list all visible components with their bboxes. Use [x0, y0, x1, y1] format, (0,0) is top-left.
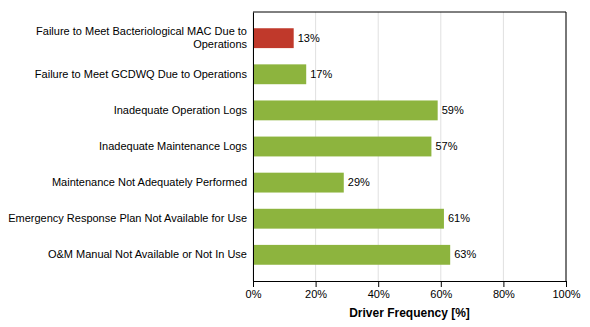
bar [253, 173, 344, 193]
y-tick-label: O&M Manual Not Available or Not In Use [48, 248, 247, 260]
frame-top [253, 12, 566, 13]
chart: 0% 20% 40% 60% 80% 100% Failure to Meet Bacter… [0, 0, 590, 327]
x-tick-label: 100% [552, 288, 580, 300]
x-tick-mark [441, 281, 442, 287]
bar [253, 64, 306, 84]
bar [253, 209, 444, 229]
y-tick-label: Failure to Meet Bacteriological MAC Due … [36, 25, 247, 50]
x-axis-title: Driver Frequency [%] [349, 306, 470, 320]
plot: 0% 20% 40% 60% 80% 100% Failure to Meet Bacter… [8, 12, 581, 320]
x-tick-label: 60% [430, 288, 452, 300]
x-tick: 100% [552, 281, 580, 300]
data-label: 13% [298, 32, 320, 44]
x-tick-label: 20% [305, 288, 327, 300]
x-tick-mark [378, 281, 379, 287]
y-tick-label: Inadequate Maintenance Logs [99, 140, 248, 152]
y-tick-label: Emergency Response Plan Not Available fo… [8, 212, 247, 224]
bar [253, 137, 431, 157]
x-axis: 0% 20% 40% 60% 80% 100% [246, 281, 581, 300]
y-axis: Failure to Meet Bacteriological MAC Due … [8, 13, 253, 282]
data-label: 29% [348, 176, 370, 188]
bar [253, 245, 450, 265]
frame-right [566, 12, 567, 281]
x-tick-mark [566, 281, 567, 287]
y-tick: Failure to Meet Bacteriological MAC Due … [36, 25, 253, 50]
y-tick: Emergency Response Plan Not Available fo… [8, 212, 253, 224]
data-label: 63% [454, 248, 476, 260]
y-tick: Maintenance Not Adequately Performed [52, 176, 253, 188]
x-tick-label: 80% [493, 288, 515, 300]
x-tick: 40% [368, 281, 390, 300]
grid-line [503, 12, 504, 281]
bar [253, 28, 294, 48]
x-axis-line [254, 282, 567, 288]
x-tick: 0% [246, 281, 262, 300]
data-labels: 63% 61% 29% 57% 59% 17% 13% [298, 32, 477, 261]
bars [253, 28, 450, 265]
data-label: 17% [310, 68, 332, 80]
y-tick: Failure to Meet GCDWQ Due to Operations [35, 68, 253, 80]
y-tick-label: Maintenance Not Adequately Performed [52, 176, 247, 188]
x-tick: 80% [493, 281, 515, 300]
x-tick: 60% [430, 281, 452, 300]
bar [253, 100, 438, 120]
x-tick-mark [503, 281, 504, 287]
x-tick-label: 0% [246, 288, 262, 300]
y-axis-line [253, 13, 254, 282]
y-tick-label: Failure to Meet GCDWQ Due to Operations [35, 68, 248, 80]
data-label: 57% [435, 140, 457, 152]
data-label: 61% [448, 212, 470, 224]
grid-line [253, 12, 254, 281]
grid [253, 12, 566, 281]
x-tick-mark [316, 281, 317, 287]
y-tick: Inadequate Maintenance Logs [99, 140, 253, 152]
y-tick: Inadequate Operation Logs [114, 104, 253, 116]
grid-line [566, 12, 567, 281]
x-tick: 20% [305, 281, 327, 300]
y-tick: O&M Manual Not Available or Not In Use [48, 248, 253, 260]
x-tick-mark [253, 281, 254, 287]
x-tick-label: 40% [368, 288, 390, 300]
y-tick-label: Inadequate Operation Logs [114, 104, 248, 116]
data-label: 59% [442, 104, 464, 116]
